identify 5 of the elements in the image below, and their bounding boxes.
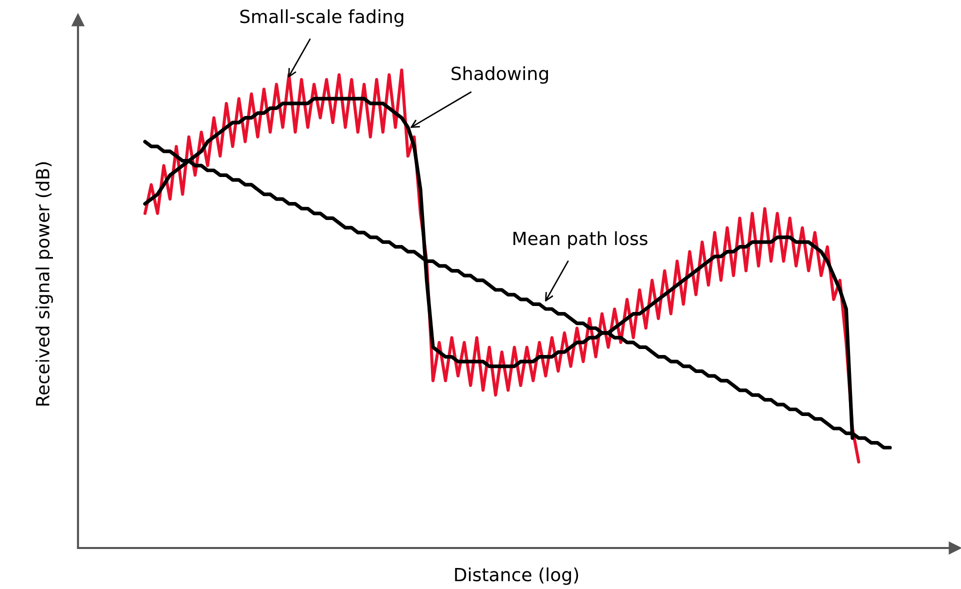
x-axis-title: Distance (log)	[455, 567, 578, 585]
text: Small-scale fading	[240, 9, 404, 27]
annotation: Mean path loss	[513, 231, 648, 249]
annotation: Shadowing	[452, 66, 548, 84]
y-axis-title: Received signal power (dB)	[36, 162, 53, 406]
